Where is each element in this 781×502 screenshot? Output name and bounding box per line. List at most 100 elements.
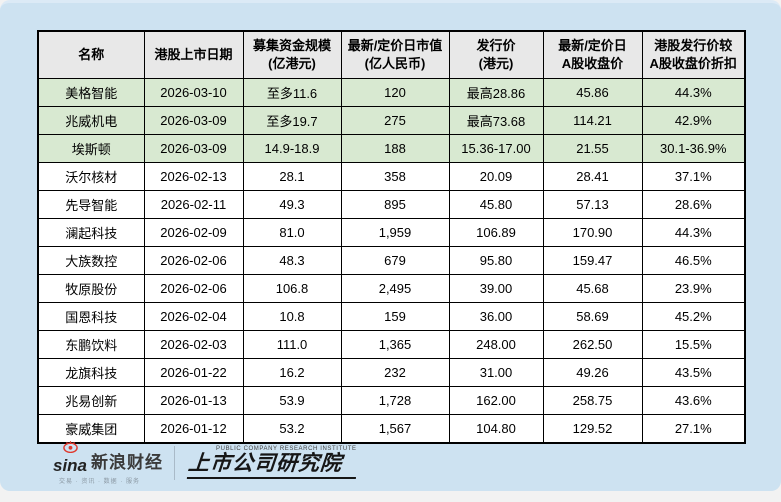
cell-raise_scale: 111.0 <box>242 330 342 359</box>
cell-discount: 27.1% <box>641 414 746 444</box>
cell-list_date: 2026-02-11 <box>143 190 244 219</box>
cell-a_share_close: 28.41 <box>542 162 643 191</box>
cell-issue_price: 95.80 <box>448 246 544 275</box>
cell-issue_price: 36.00 <box>448 302 544 331</box>
cell-raise_scale: 10.8 <box>242 302 342 331</box>
col-header-market_cap: 最新/定价日市值 (亿人民币) <box>340 30 450 79</box>
cell-list_date: 2026-01-22 <box>143 358 244 387</box>
cell-name: 东鹏饮料 <box>37 330 145 359</box>
cell-list_date: 2026-01-13 <box>143 386 244 415</box>
table-row: 国恩科技 2026-02-04 10.8 159 36.00 58.69 45.2% <box>37 302 746 331</box>
cell-market_cap: 2,495 <box>340 274 450 303</box>
institute-name-en: PUBLIC COMPANY RESEARCH INSTITUTE <box>216 446 357 453</box>
cell-market_cap: 120 <box>340 78 450 107</box>
institute-name-cn: 上市公司研究院 <box>186 452 358 480</box>
col-header-a_share_close: 最新/定价日 A股收盘价 <box>542 30 643 79</box>
cell-issue_price: 45.80 <box>448 190 544 219</box>
table-row: 美格智能 2026-03-10 至多11.6 120 最高28.86 45.86 44.3% <box>37 78 746 107</box>
cell-market_cap: 159 <box>340 302 450 331</box>
cell-a_share_close: 45.68 <box>542 274 643 303</box>
cell-market_cap: 232 <box>340 358 450 387</box>
cell-a_share_close: 57.13 <box>542 190 643 219</box>
cell-name: 兆威机电 <box>37 106 145 135</box>
cell-name: 兆易创新 <box>37 386 145 415</box>
cell-a_share_close: 45.86 <box>542 78 643 107</box>
cell-list_date: 2026-02-04 <box>143 302 244 331</box>
cell-name: 国恩科技 <box>37 302 145 331</box>
cell-raise_scale: 106.8 <box>242 274 342 303</box>
cell-list_date: 2026-02-09 <box>143 218 244 247</box>
cell-market_cap: 275 <box>340 106 450 135</box>
cell-market_cap: 1,365 <box>340 330 450 359</box>
table-row: 东鹏饮料 2026-02-03 111.0 1,365 248.00 262.50 15.5… <box>37 330 746 359</box>
cell-list_date: 2026-03-09 <box>143 134 244 163</box>
cell-name: 澜起科技 <box>37 218 145 247</box>
cell-a_share_close: 21.55 <box>542 134 643 163</box>
cell-discount: 30.1-36.9% <box>641 134 746 163</box>
cell-raise_scale: 至多19.7 <box>242 106 342 135</box>
table-row: 兆易创新 2026-01-13 53.9 1,728 162.00 258.75 43.6% <box>37 386 746 415</box>
cell-discount: 23.9% <box>641 274 746 303</box>
cell-raise_scale: 49.3 <box>242 190 342 219</box>
cell-market_cap: 1,567 <box>340 414 450 444</box>
cell-discount: 45.2% <box>641 302 746 331</box>
sina-finance-cn-label: 新浪财经 <box>91 453 164 473</box>
cell-list_date: 2026-02-06 <box>143 246 244 275</box>
cell-a_share_close: 159.47 <box>542 246 643 275</box>
cell-list_date: 2026-02-03 <box>143 330 244 359</box>
cell-discount: 46.5% <box>641 246 746 275</box>
cell-issue_price: 20.09 <box>448 162 544 191</box>
cell-discount: 15.5% <box>641 330 746 359</box>
cell-list_date: 2026-01-12 <box>143 414 244 444</box>
cell-issue_price: 31.00 <box>448 358 544 387</box>
cell-name: 沃尔核材 <box>37 162 145 191</box>
sina-finance-logo: sina 新浪财经 交易 · 资讯 · 数据 · 服务 <box>53 440 163 485</box>
cell-raise_scale: 16.2 <box>242 358 342 387</box>
cell-raise_scale: 53.9 <box>242 386 342 415</box>
table-header-row: 名称 港股上市日期 募集资金规模 (亿港元) 最新/定价日市值 (亿人民币) 发行价 (港元)… <box>37 30 746 79</box>
cell-market_cap: 188 <box>340 134 450 163</box>
cell-list_date: 2026-02-06 <box>143 274 244 303</box>
cell-issue_price: 162.00 <box>448 386 544 415</box>
footer-logos: sina 新浪财经 交易 · 资讯 · 数据 · 服务 PUBLIC COMPA… <box>53 440 358 485</box>
cell-name: 埃斯顿 <box>37 134 145 163</box>
hk-listing-table: 名称 港股上市日期 募集资金规模 (亿港元) 最新/定价日市值 (亿人民币) 发行价 (港元)… <box>37 30 746 444</box>
cell-a_share_close: 58.69 <box>542 302 643 331</box>
cell-name: 大族数控 <box>37 246 145 275</box>
cell-a_share_close: 170.90 <box>542 218 643 247</box>
table-row: 沃尔核材 2026-02-13 28.1 358 20.09 28.41 37.1% <box>37 162 746 191</box>
cell-issue_price: 39.00 <box>448 274 544 303</box>
infographic-card: 名称 港股上市日期 募集资金规模 (亿港元) 最新/定价日市值 (亿人民币) 发行价 (港元)… <box>0 0 781 491</box>
cell-market_cap: 1,959 <box>340 218 450 247</box>
cell-a_share_close: 129.52 <box>542 414 643 444</box>
cell-market_cap: 358 <box>340 162 450 191</box>
sina-wordmark: sina <box>53 456 88 475</box>
table-row: 龙旗科技 2026-01-22 16.2 232 31.00 49.26 43.5% <box>37 358 746 387</box>
sina-tagline: 交易 · 资讯 · 数据 · 服务 <box>59 479 140 486</box>
col-header-discount: 港股发行价较 A股收盘价折扣 <box>641 30 746 79</box>
cell-issue_price: 248.00 <box>448 330 544 359</box>
cell-issue_price: 106.89 <box>448 218 544 247</box>
cell-raise_scale: 81.0 <box>242 218 342 247</box>
cell-raise_scale: 53.2 <box>242 414 342 444</box>
table-row: 澜起科技 2026-02-09 81.0 1,959 106.89 170.90 44.3% <box>37 218 746 247</box>
cell-discount: 44.3% <box>641 78 746 107</box>
cell-name: 牧原股份 <box>37 274 145 303</box>
cell-raise_scale: 48.3 <box>242 246 342 275</box>
sina-eye-icon <box>62 440 78 458</box>
cell-issue_price: 104.80 <box>448 414 544 444</box>
cell-discount: 42.9% <box>641 106 746 135</box>
cell-raise_scale: 至多11.6 <box>242 78 342 107</box>
cell-a_share_close: 258.75 <box>542 386 643 415</box>
research-institute-logo: PUBLIC COMPANY RESEARCH INSTITUTE 上市公司研究… <box>186 446 358 480</box>
table-row: 埃斯顿 2026-03-09 14.9-18.9 188 15.36-17.00 21.5… <box>37 134 746 163</box>
cell-name: 豪威集团 <box>37 414 145 444</box>
cell-discount: 28.6% <box>641 190 746 219</box>
cell-discount: 37.1% <box>641 162 746 191</box>
cell-a_share_close: 49.26 <box>542 358 643 387</box>
col-header-name: 名称 <box>37 30 145 79</box>
cell-name: 龙旗科技 <box>37 358 145 387</box>
cell-discount: 44.3% <box>641 218 746 247</box>
cell-name: 先导智能 <box>37 190 145 219</box>
col-header-raise_scale: 募集资金规模 (亿港元) <box>242 30 342 79</box>
